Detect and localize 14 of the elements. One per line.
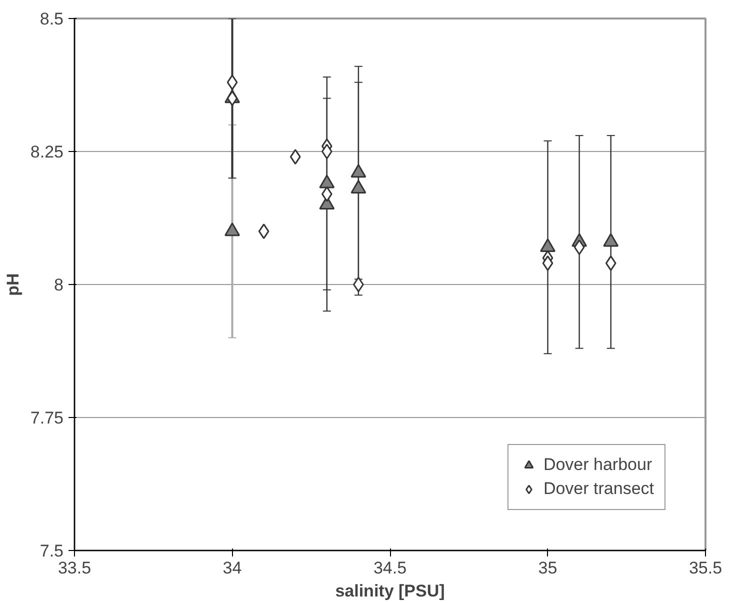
x-tick-label: 33.5 (58, 558, 92, 578)
legend-label: Dover transect (543, 479, 654, 499)
x-axis-title: salinity [PSU] (335, 582, 445, 600)
legend-label: Dover harbour (543, 455, 652, 475)
y-tick-label: 7.75 (30, 408, 64, 428)
y-tick-label: 8.5 (40, 10, 64, 28)
x-tick-label: 35 (538, 558, 558, 578)
y-tick-label: 7.5 (40, 542, 64, 560)
x-tick-label: 34.5 (373, 558, 407, 578)
y-tick-label: 8.25 (30, 142, 64, 162)
y-axis-title: pH (3, 273, 22, 296)
x-tick-label: 34 (222, 558, 242, 578)
x-tick-label: 35.5 (688, 558, 722, 578)
y-tick-label: 8 (54, 276, 64, 294)
